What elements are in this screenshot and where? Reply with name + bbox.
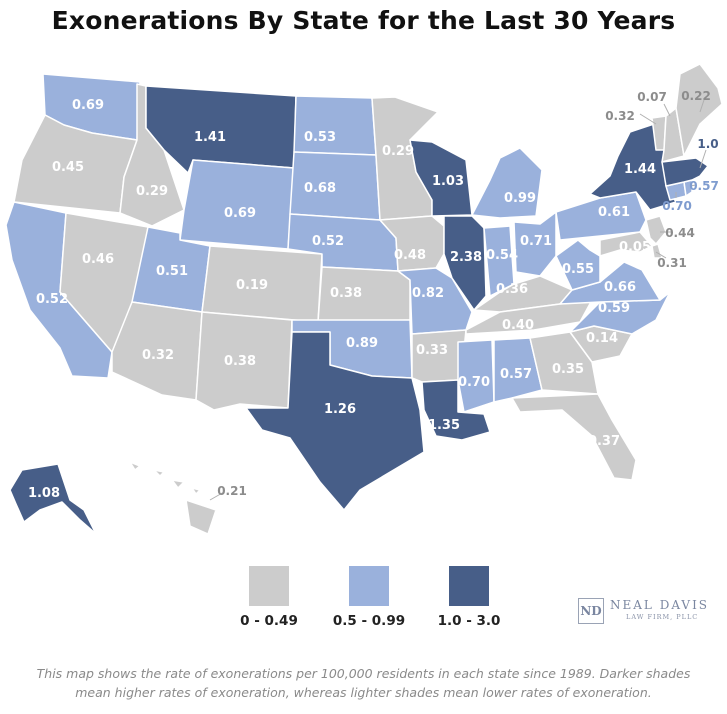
- legend-label-mid: 0.5 - 0.99: [332, 613, 406, 629]
- state-value-idaho: 0.29: [136, 184, 168, 199]
- state-value-mississippi: 0.70: [458, 375, 490, 390]
- state-value-south-dakota: 0.68: [304, 181, 336, 196]
- state-value-hawaii: 0.21: [217, 484, 247, 498]
- firm-logo: ND NEAL DAVIS LAW FIRM, PLLC: [578, 598, 718, 624]
- leader-line-vermont: [639, 113, 657, 125]
- state-texas: [245, 331, 425, 511]
- state-wyoming: [179, 159, 295, 250]
- state-hawaii: [129, 461, 217, 535]
- state-value-west-virginia: 0.55: [562, 262, 594, 277]
- leader-line-delaware: [655, 251, 667, 259]
- leader-line-rhode-island: [689, 184, 697, 187]
- state-value-labels: 0.69 0.45 0.52 0.46 0.29 1.41 0.69 0.51 0.32 0.19…: [28, 89, 719, 501]
- state-massachusetts: [661, 157, 709, 187]
- legend-swatch-high: [449, 566, 489, 606]
- state-tennessee: [465, 299, 593, 335]
- state-value-pennsylvania: 0.61: [598, 205, 630, 220]
- state-alaska: [9, 463, 97, 535]
- state-value-rhode-island: 0.57: [689, 179, 719, 193]
- state-illinois: [443, 215, 487, 311]
- state-value-north-carolina: 0.59: [598, 301, 630, 316]
- state-value-maine: 0.22: [681, 89, 711, 103]
- state-value-wisconsin: 1.03: [432, 174, 464, 189]
- state-value-washington: 0.69: [72, 98, 104, 113]
- state-value-new-york: 1.44: [624, 162, 656, 177]
- state-value-arkansas: 0.33: [416, 343, 448, 358]
- state-value-oregon: 0.45: [52, 160, 84, 175]
- state-missouri: [397, 267, 473, 335]
- state-value-wyoming: 0.69: [224, 206, 256, 221]
- state-value-florida: 0.37: [588, 434, 620, 449]
- map-caption: This map shows the rate of exonerations …: [36, 666, 691, 700]
- state-value-louisiana: 1.35: [428, 418, 460, 433]
- legend-label-low: 0 - 0.49: [240, 613, 298, 629]
- state-value-illinois: 2.38: [450, 250, 482, 265]
- state-value-maryland: 0.05: [619, 240, 651, 255]
- state-value-minnesota: 0.29: [382, 144, 414, 159]
- state-value-nebraska: 0.52: [312, 234, 344, 249]
- logo-name: NEAL DAVIS: [610, 598, 710, 612]
- leader-line-hawaii: [209, 491, 225, 501]
- legend-swatch-mid: [349, 566, 389, 606]
- state-value-michigan: 0.99: [504, 191, 536, 206]
- leader-line-maine: [699, 99, 705, 113]
- state-alabama: [493, 337, 543, 403]
- state-value-tennessee: 0.40: [502, 318, 534, 333]
- state-value-alaska: 1.08: [28, 486, 60, 501]
- state-value-texas: 1.26: [324, 402, 356, 417]
- state-value-utah: 0.51: [156, 264, 188, 279]
- state-maryland: [599, 231, 653, 257]
- state-new-jersey: [645, 215, 667, 245]
- state-value-new-jersey: 0.44: [665, 226, 695, 240]
- logo-mark-icon: ND: [578, 598, 604, 624]
- state-value-massachusetts: 1.0: [697, 137, 718, 151]
- state-value-kentucky: 0.36: [496, 282, 528, 297]
- logo-subtitle: LAW FIRM, PLLC: [626, 613, 699, 621]
- state-mississippi: [457, 339, 495, 413]
- state-maine: [675, 63, 723, 157]
- state-value-ohio: 0.71: [520, 234, 552, 249]
- legend-swatch-low: [249, 566, 289, 606]
- state-value-indiana: 0.54: [486, 248, 518, 263]
- state-value-alabama: 0.57: [500, 367, 532, 382]
- state-north-dakota: [293, 95, 377, 156]
- state-value-california: 0.52: [36, 292, 68, 307]
- state-new-hampshire: [661, 107, 685, 163]
- map-title: Exonerations By State for the Last 30 Ye…: [51, 6, 676, 35]
- state-value-south-carolina: 0.14: [586, 331, 618, 346]
- state-iowa: [379, 215, 445, 272]
- state-value-montana: 1.41: [194, 130, 226, 145]
- state-value-north-dakota: 0.53: [304, 130, 336, 145]
- state-value-vermont: 0.32: [605, 109, 635, 123]
- state-value-colorado: 0.19: [236, 278, 268, 293]
- state-value-new-mexico: 0.38: [224, 354, 256, 369]
- state-value-arizona: 0.32: [142, 348, 174, 363]
- state-value-connecticut: 0.70: [662, 199, 692, 213]
- state-value-nevada: 0.46: [82, 252, 114, 267]
- state-value-georgia: 0.35: [552, 362, 584, 377]
- state-value-virginia: 0.66: [604, 280, 636, 295]
- state-value-delaware: 0.31: [657, 256, 687, 270]
- state-value-kansas: 0.38: [330, 286, 362, 301]
- state-value-iowa: 0.48: [394, 248, 426, 263]
- state-shapes: [5, 63, 723, 535]
- state-louisiana: [421, 379, 491, 441]
- leader-line-massachusetts: [699, 149, 707, 169]
- state-value-new-hampshire: 0.07: [637, 90, 667, 104]
- state-florida: [511, 393, 637, 481]
- legend-label-high: 1.0 - 3.0: [437, 613, 501, 629]
- state-value-missouri: 0.82: [412, 286, 444, 301]
- state-value-oklahoma: 0.89: [346, 336, 378, 351]
- leader-line-new-hampshire: [663, 103, 671, 117]
- state-michigan: [471, 147, 543, 219]
